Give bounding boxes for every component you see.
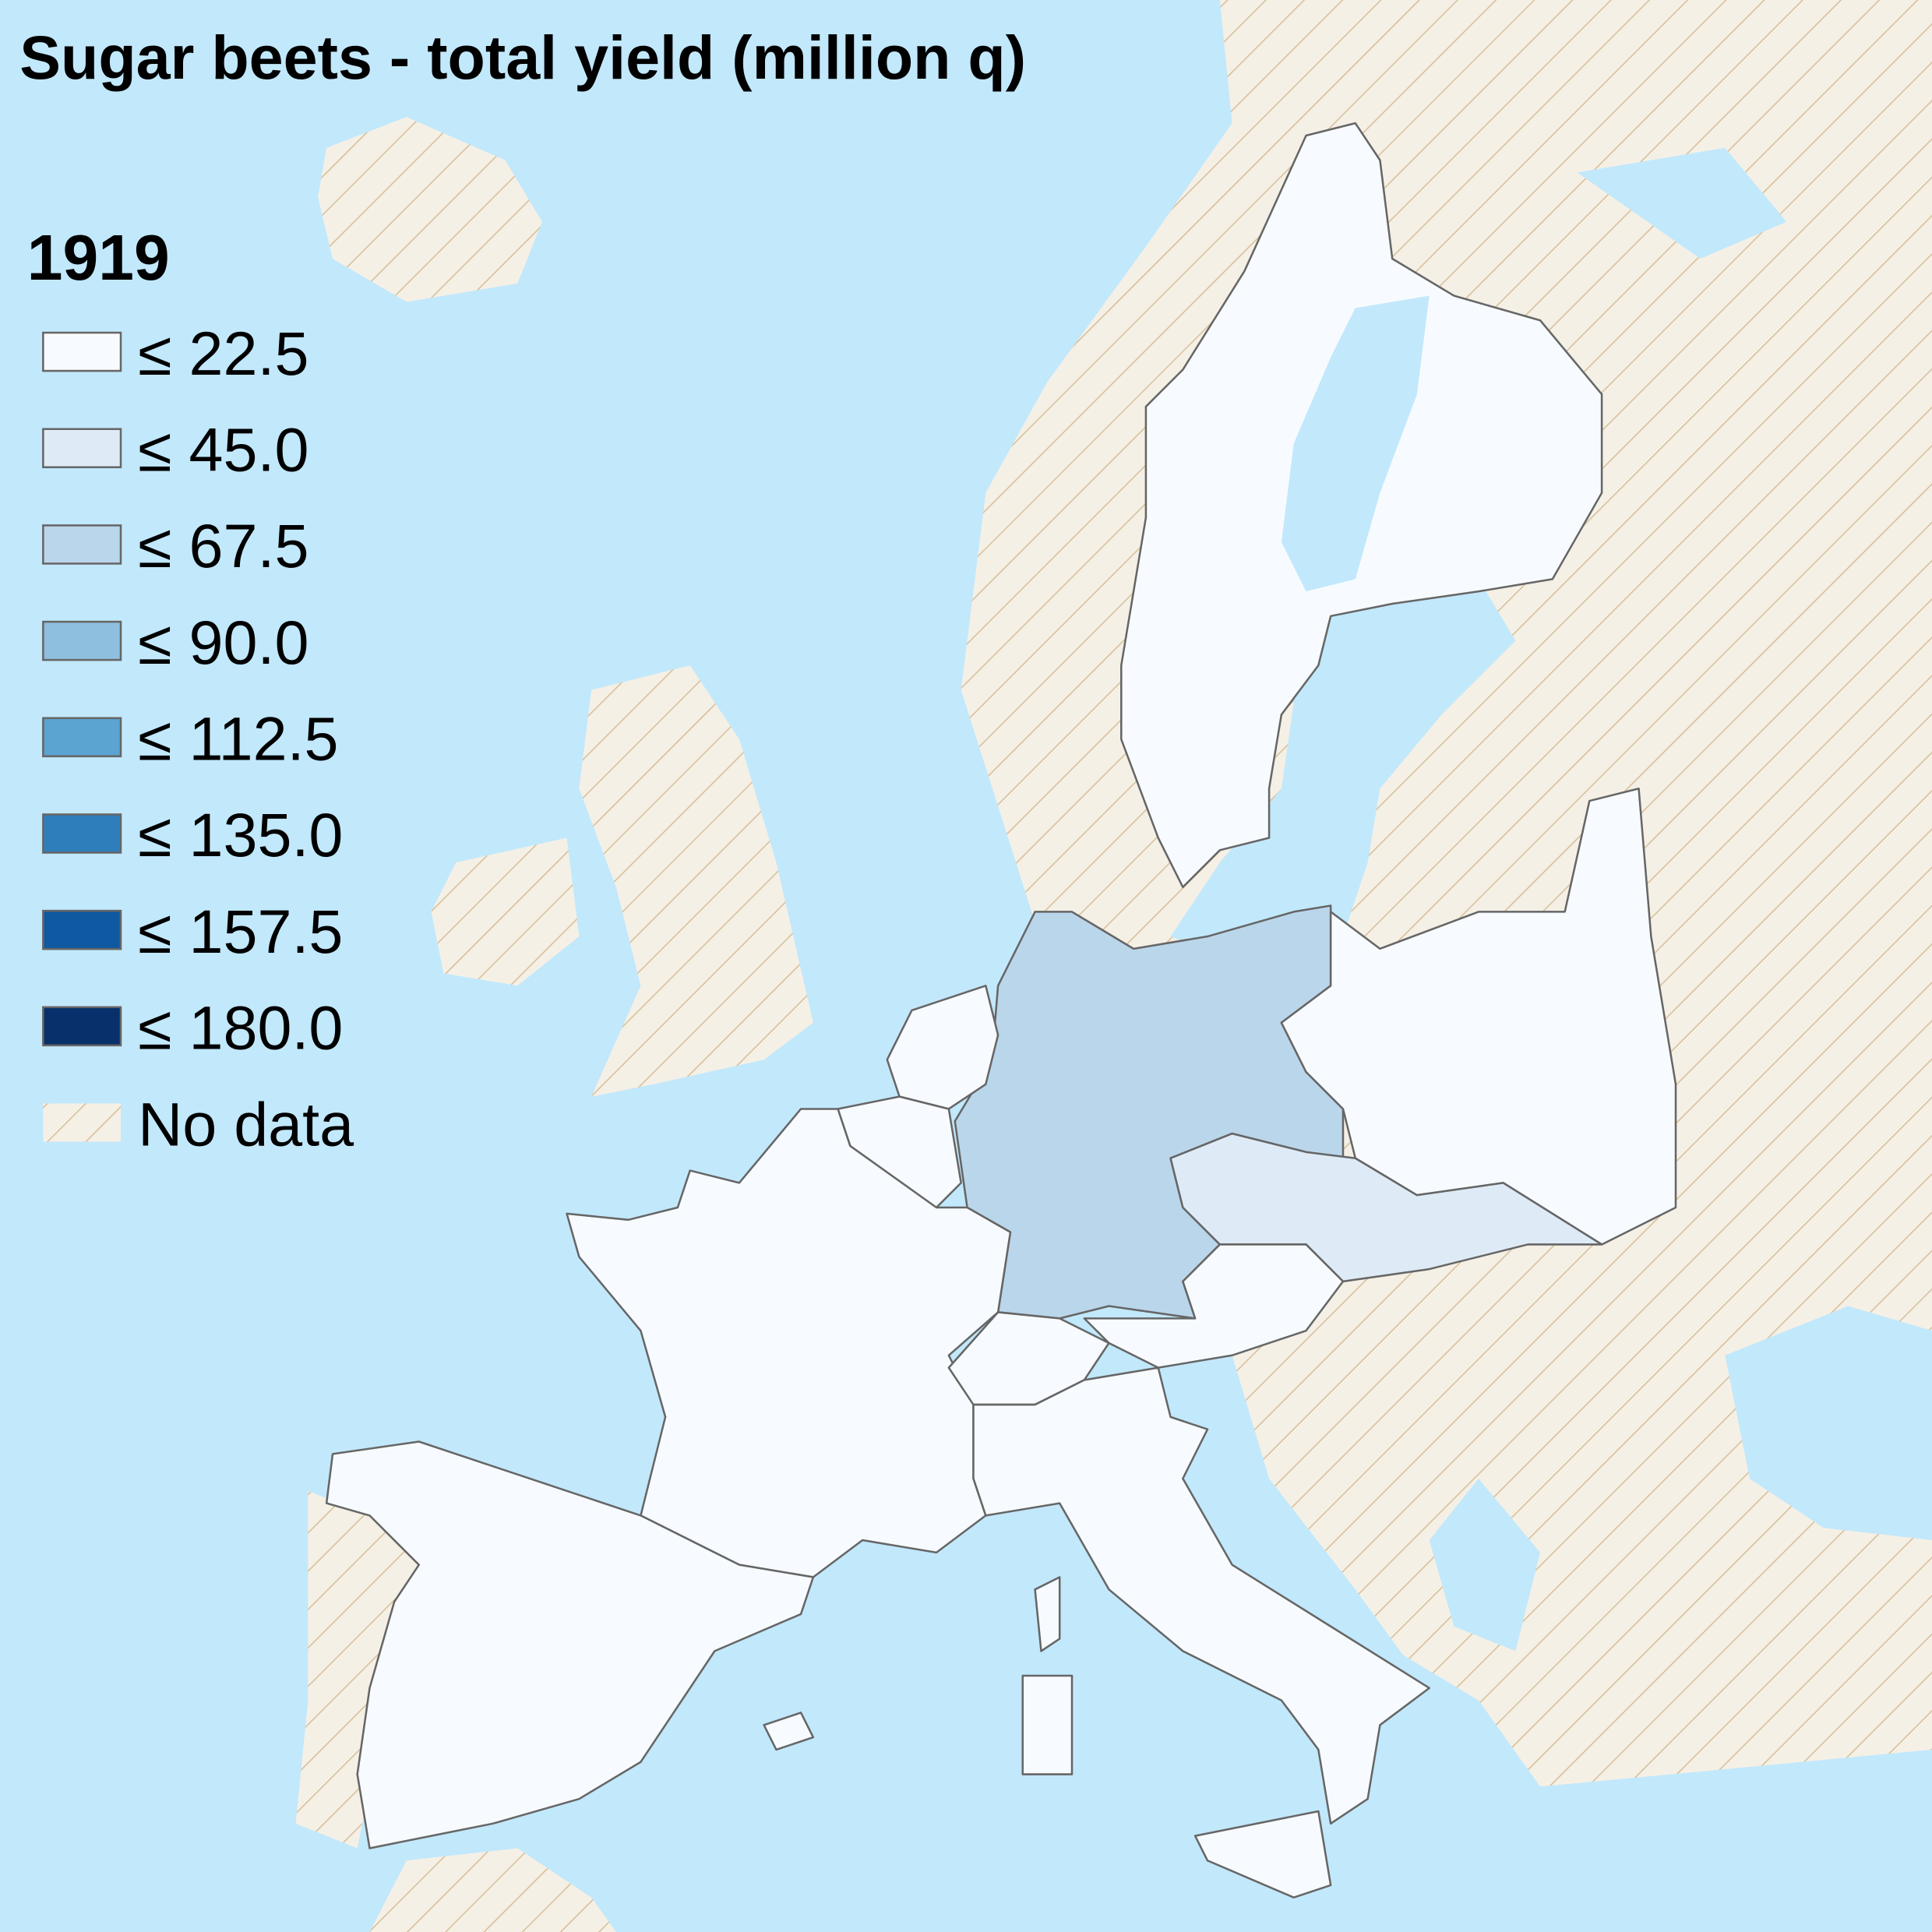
legend-swatch [42, 909, 122, 950]
map-title: Sugar beets - total yield (million q) [19, 23, 1026, 92]
legend-swatch [43, 1103, 121, 1142]
legend-swatch [42, 813, 122, 854]
inland-sea [530, 147, 1932, 1932]
legend-label: ≤ 180.0 [138, 993, 343, 1063]
legend-swatch [42, 331, 122, 372]
legend-label: ≤ 90.0 [138, 608, 308, 677]
country [972, 1366, 1430, 1825]
country [1083, 1243, 1345, 1369]
legend-swatch [42, 524, 122, 565]
legend-swatch [42, 428, 122, 469]
country [1021, 1674, 1074, 1775]
legend-label: No data [138, 1089, 354, 1158]
country [325, 1440, 815, 1849]
country [566, 1108, 1012, 1578]
legend-label: ≤ 135.0 [138, 800, 343, 869]
country [1193, 1810, 1332, 1899]
legend-label: ≤ 22.5 [138, 319, 308, 388]
gulf-of-bothnia [1281, 295, 1430, 592]
legend-label: ≤ 67.5 [138, 511, 308, 580]
legend-label: ≤ 157.5 [138, 897, 343, 966]
legend-label: ≤ 112.5 [138, 704, 338, 774]
country [1034, 1576, 1061, 1652]
legend-swatch [42, 1006, 122, 1047]
legend: ≤ 22.5 ≤ 45.0 ≤ 67.5 ≤ 90.0 ≤ 112.5 ≤ 135.0 ≤ … [42, 319, 354, 1158]
legend-label: ≤ 45.0 [138, 415, 308, 485]
country [886, 985, 999, 1110]
country [763, 1712, 815, 1751]
legend-swatch [42, 620, 122, 661]
countries [325, 122, 1677, 1899]
legend-swatch [42, 717, 122, 758]
legend-title: 1919 [27, 223, 170, 294]
country [1280, 787, 1677, 1246]
